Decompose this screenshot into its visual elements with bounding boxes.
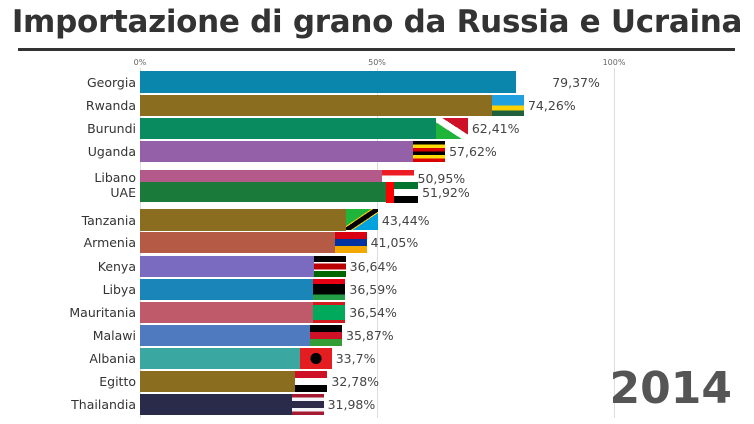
value-label-burundi: 62,41%: [471, 121, 520, 136]
value-label-rwanda: 74,26%: [527, 98, 576, 113]
bar-armenia: [140, 232, 335, 253]
bar-burundi: [140, 118, 436, 139]
burundi-flag-icon: [435, 118, 468, 139]
value-label-libya: 36,59%: [349, 282, 398, 297]
value-label-kenya: 36,64%: [349, 259, 398, 274]
uganda-flag-icon: [413, 141, 446, 162]
mauritania-flag-icon: [313, 302, 346, 323]
bar-tanzania: [140, 209, 346, 231]
value-label-albania: 33,7%: [335, 351, 376, 366]
category-label-georgia: Georgia: [86, 74, 136, 90]
title-underline: [18, 48, 735, 51]
category-label-albania: Albania: [89, 351, 136, 366]
bar-albania: [140, 348, 300, 369]
category-label-burundi: Burundi: [87, 121, 136, 136]
bar-rwanda: [140, 95, 492, 116]
georgia-flag-icon: [516, 71, 549, 92]
libya-flag-icon: [313, 279, 346, 300]
x-tick-label: 100%: [602, 58, 626, 67]
category-label-armenia: Armenia: [83, 235, 136, 250]
bar-malawi: [140, 325, 311, 346]
gridline: [614, 68, 615, 418]
value-label-tanzania: 43,44%: [381, 212, 430, 228]
albania-flag-icon: [299, 348, 332, 369]
thailand-flag-icon: [291, 394, 324, 415]
value-label-armenia: 41,05%: [370, 235, 419, 250]
armenia-flag-icon: [334, 232, 367, 253]
category-label-thailandia: Thailandia: [71, 397, 136, 412]
category-label-libano: Libano: [94, 170, 136, 185]
bar-libano: [140, 170, 382, 182]
bar-mauritania: [140, 302, 314, 323]
year-label: 2014: [609, 363, 732, 414]
bar-kenya: [140, 256, 314, 277]
tanzania-flag-icon: [345, 209, 378, 230]
category-label-egitto: Egitto: [99, 374, 136, 389]
value-label-libano: 50,95%: [417, 171, 466, 186]
x-tick-label: 0%: [133, 58, 147, 67]
rwanda-flag-icon: [491, 95, 524, 116]
bar-egitto: [140, 371, 296, 392]
uae-flag-icon: [386, 182, 419, 203]
bar-georgia: [140, 71, 517, 93]
bar-libya: [140, 279, 314, 300]
category-label-mauritania: Mauritania: [69, 305, 136, 320]
category-label-tanzania: Tanzania: [81, 212, 136, 228]
category-label-malawi: Malawi: [92, 328, 136, 343]
value-label-uae: 51,92%: [422, 184, 470, 200]
value-label-thailandia: 31,98%: [327, 397, 376, 412]
bar-uae: [140, 182, 387, 202]
kenya-flag-icon: [313, 256, 346, 277]
value-label-uganda: 57,62%: [449, 144, 497, 159]
malawi-flag-icon: [310, 325, 343, 346]
category-label-libya: Libya: [102, 282, 136, 297]
chart-title: Importazione di grano da Russia e Ucrain…: [11, 4, 743, 40]
value-label-egitto: 32,78%: [331, 374, 380, 389]
x-tick-label: 50%: [368, 58, 386, 67]
bar-uganda: [140, 141, 414, 162]
bar-thailandia: [140, 394, 292, 415]
value-label-malawi: 35,87%: [346, 328, 394, 343]
category-label-uganda: Uganda: [87, 144, 136, 159]
category-label-uae: UAE: [110, 184, 136, 200]
value-label-georgia: 79,37%: [552, 74, 600, 90]
egypt-flag-icon: [295, 371, 328, 392]
category-label-rwanda: Rwanda: [85, 98, 136, 113]
gridline: [377, 68, 378, 418]
value-label-mauritania: 36,54%: [349, 305, 397, 320]
category-label-kenya: Kenya: [97, 259, 136, 274]
